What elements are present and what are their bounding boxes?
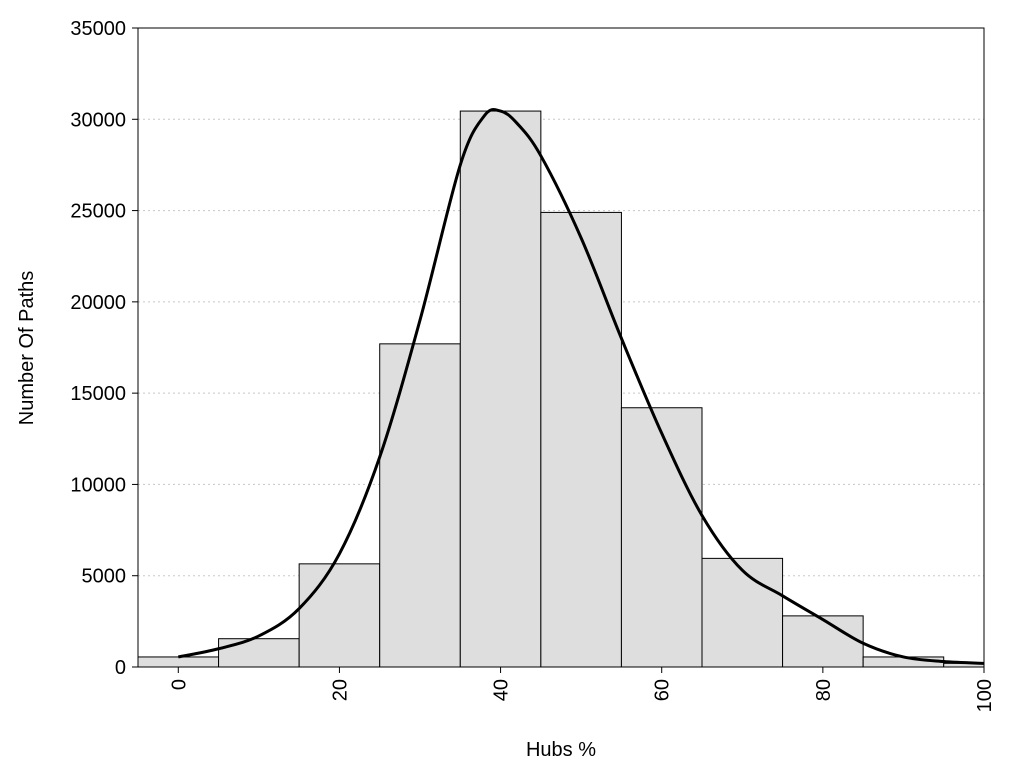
histogram-bar	[137, 656, 220, 668]
x-tick-label: 20	[329, 679, 351, 701]
plot-frame	[137, 27, 985, 668]
histogram-bar	[218, 638, 300, 668]
x-axis-ticks: 0 20 40 60 80 100	[168, 667, 996, 712]
y-axis-ticks: 0 5000 10000 15000 20000 25000 30000 35000	[70, 18, 138, 679]
y-tick-label: 25000	[70, 201, 126, 223]
y-tick-label: 0	[115, 657, 126, 679]
x-tick-label: 60	[652, 679, 674, 701]
grid-lines	[138, 118, 984, 577]
y-tick-label: 30000	[70, 109, 126, 131]
histogram-bar	[620, 407, 703, 668]
histogram-bar	[701, 557, 784, 668]
histogram-bar	[540, 211, 622, 668]
histogram-bar	[782, 615, 864, 668]
histogram-bar	[298, 563, 381, 668]
y-tick-label: 10000	[70, 474, 126, 496]
y-tick-label: 35000	[70, 18, 126, 40]
density-curve-layer	[177, 108, 985, 665]
y-axis-title: Number Of Paths	[16, 271, 38, 426]
y-tick-label: 5000	[82, 566, 127, 588]
x-tick-label: 40	[491, 679, 513, 701]
x-axis-title: Hubs %	[526, 739, 596, 761]
x-tick-label: 0	[168, 679, 190, 690]
density-curve	[177, 108, 985, 665]
x-tick-label: 100	[974, 679, 996, 712]
y-tick-label: 20000	[70, 292, 126, 314]
x-tick-label: 80	[813, 679, 835, 701]
y-tick-label: 15000	[70, 383, 126, 405]
histogram-bar	[459, 110, 542, 668]
histogram-bar	[379, 343, 461, 668]
